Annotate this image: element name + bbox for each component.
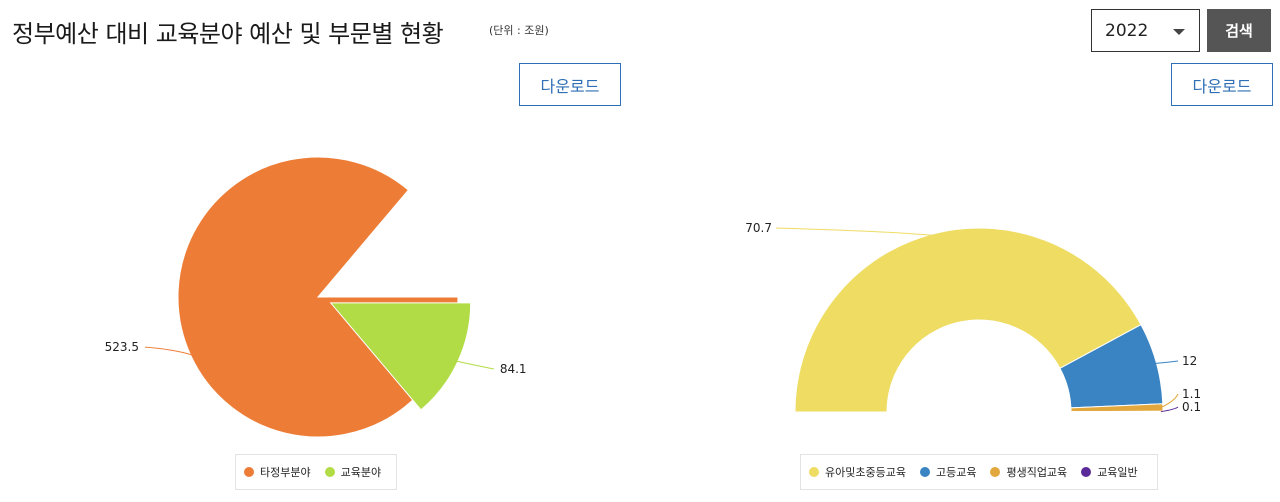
leader-line-1 (1154, 360, 1179, 365)
chevron-down-icon (1173, 29, 1185, 35)
data-label-2: 1.1 (1182, 387, 1201, 401)
download-button-left[interactable]: 다운로드 (519, 63, 621, 106)
legend-right: 유아및초중등교육 고등교육 평생직업교육 교육일반 (800, 454, 1158, 490)
legend-label: 교육분야 (340, 466, 382, 479)
legend-left: 타정부분야 교육분야 (235, 454, 397, 490)
legend-dot-icon (1081, 467, 1092, 477)
leader-line-0 (775, 227, 935, 237)
year-select-value: 2022 (1105, 20, 1149, 41)
legend-item-lifelong[interactable]: 평생직업교육 (990, 464, 1067, 480)
leader-line-1 (455, 360, 494, 370)
data-label-3: 0.1 (1182, 400, 1201, 414)
legend-item-other[interactable]: 타정부분야 (244, 464, 311, 480)
donut-slice-3 (1070, 410, 1164, 413)
legend-dot-icon (244, 467, 254, 477)
year-select[interactable]: 2022 (1091, 9, 1200, 52)
legend-dot-icon (324, 467, 335, 477)
legend-item-education[interactable]: 교육분야 (324, 464, 382, 480)
data-label-0: 523.5 (105, 340, 139, 354)
legend-dot-icon (990, 467, 1001, 477)
legend-dot-icon (919, 467, 930, 477)
legend-label: 고등교육 (935, 466, 977, 479)
legend-item-higher[interactable]: 고등교육 (919, 464, 977, 480)
legend-dot-icon (809, 467, 819, 477)
download-button-right[interactable]: 다운로드 (1171, 63, 1273, 106)
data-label-1: 12 (1182, 354, 1197, 368)
leader-line-3 (1160, 406, 1179, 413)
leader-line-0 (144, 346, 193, 356)
page-title: 정부예산 대비 교육분야 예산 및 부문별 현황 (12, 20, 444, 48)
donut-slice-0 (794, 227, 1142, 413)
leader-line-2 (1160, 393, 1179, 409)
search-button[interactable]: 검색 (1207, 9, 1271, 52)
unit-label: (단위 : 조원) (489, 24, 549, 37)
legend-item-general[interactable]: 교육일반 (1081, 464, 1138, 480)
legend-label: 타정부분야 (260, 466, 311, 479)
data-label-1: 84.1 (500, 362, 527, 376)
legend-label: 평생직업교육 (1006, 466, 1068, 479)
data-label-0: 70.7 (745, 221, 772, 235)
legend-label: 교육일반 (1097, 466, 1138, 479)
legend-item-k12[interactable]: 유아및초중등교육 (809, 464, 906, 480)
legend-label: 유아및초중등교육 (825, 466, 906, 479)
